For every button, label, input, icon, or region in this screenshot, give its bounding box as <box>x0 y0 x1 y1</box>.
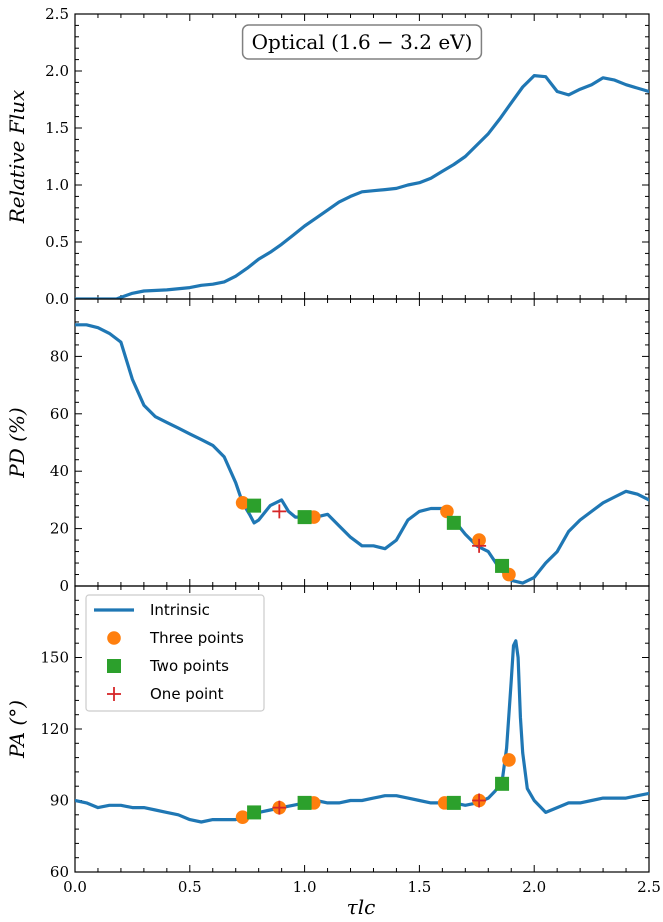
two-points-marker <box>247 805 262 820</box>
two-points-marker <box>247 498 262 513</box>
y-tick-label: 80 <box>50 347 69 365</box>
legend-swatch-plus <box>107 687 121 701</box>
y-tick-label: 0.5 <box>45 233 69 251</box>
x-tick-label: 1.0 <box>293 878 317 896</box>
flux-panel: 0.0 0.5 1.0 1.5 2.0 2.5 Relative Flux Optical (… <box>5 5 650 308</box>
two-points-marker <box>297 510 312 525</box>
three-points-marker <box>502 753 516 767</box>
y-tick-label: 120 <box>40 720 69 738</box>
x-axis-label-text: τlc <box>347 895 376 919</box>
two-points-marker <box>446 795 461 810</box>
x-tick-label: 2.5 <box>637 878 661 896</box>
y-tick-label: 1.0 <box>45 176 69 194</box>
three-points-marker <box>235 810 250 824</box>
legend-label: Two points <box>149 657 229 675</box>
y-tick-label: 1.5 <box>45 119 69 137</box>
y-tick-label: 20 <box>50 520 69 538</box>
y-tick-label: 150 <box>40 649 69 667</box>
two-points-marker <box>495 776 510 791</box>
y-axis-label: PD (%) <box>5 407 29 478</box>
y-axis-label: PA (°) <box>5 700 29 759</box>
y-tick-label: 90 <box>50 792 69 810</box>
y-tick-label: 0.0 <box>45 290 69 308</box>
x-axis-label: τlc 0.0 0.5 1.0 1.5 2.0 2.5 <box>63 878 661 919</box>
x-tick-label: 1.5 <box>407 878 431 896</box>
y-axis-label: Relative Flux <box>5 90 29 225</box>
annotation-box <box>241 24 483 60</box>
y-tick-label: 2.5 <box>45 5 69 23</box>
legend: Intrinsic Three points Two points One point <box>85 594 265 712</box>
x-tick-label: 0.5 <box>178 878 202 896</box>
x-tick-label: 0.0 <box>63 878 87 896</box>
legend-swatch-circle <box>107 631 121 645</box>
y-tick-label: 2.0 <box>45 62 69 80</box>
pd-panel: 0 20 40 60 80 PD (%) <box>5 298 650 595</box>
two-points-marker <box>446 515 461 530</box>
y-tick-label: 60 <box>50 863 69 881</box>
intrinsic-line <box>75 74 649 299</box>
one-point-marker <box>472 793 487 808</box>
y-tick-label: 60 <box>50 405 69 423</box>
two-points-marker <box>297 795 312 810</box>
legend-swatch-square <box>107 659 121 673</box>
x-tick-label: 2.0 <box>522 878 546 896</box>
three-points-marker <box>235 495 250 510</box>
legend-label: Three points <box>149 629 244 647</box>
annotation-text: Optical (1.6 − 3.2 eV) <box>252 30 473 54</box>
legend-box <box>85 594 265 712</box>
energy-band-annotation: Optical (1.6 − 3.2 eV) <box>241 24 483 60</box>
one-point-marker <box>272 504 287 519</box>
two-points-marker <box>495 558 510 573</box>
three-points-marker <box>440 504 454 519</box>
y-tick-label: 40 <box>50 462 69 480</box>
y-tick-label: 0 <box>59 577 69 595</box>
one-point-marker <box>272 800 287 815</box>
one-point-marker <box>472 538 487 553</box>
intrinsic-line <box>75 639 649 824</box>
legend-label: One point <box>150 685 224 703</box>
pa-panel: 60 90 120 150 PA (°) <box>5 585 650 881</box>
intrinsic-line <box>75 323 649 585</box>
legend-label: Intrinsic <box>150 601 210 619</box>
